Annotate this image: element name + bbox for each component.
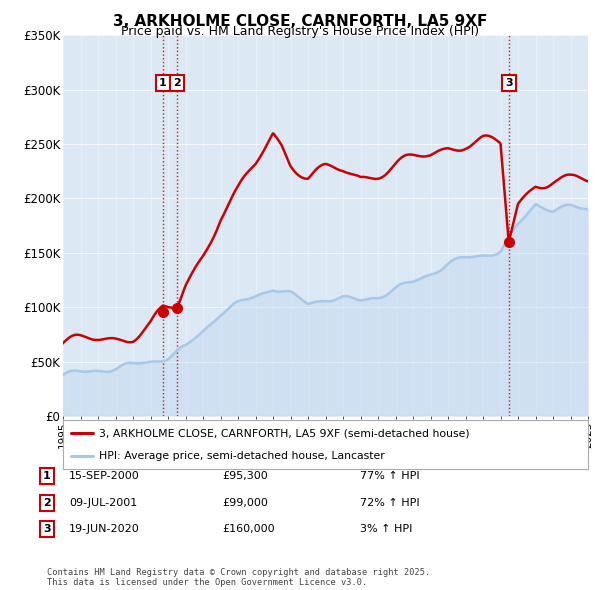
Text: 2: 2	[173, 78, 181, 88]
Text: HPI: Average price, semi-detached house, Lancaster: HPI: Average price, semi-detached house,…	[98, 451, 385, 461]
Text: 15-SEP-2000: 15-SEP-2000	[69, 471, 140, 481]
Text: 3, ARKHOLME CLOSE, CARNFORTH, LA5 9XF (semi-detached house): 3, ARKHOLME CLOSE, CARNFORTH, LA5 9XF (s…	[98, 428, 469, 438]
Text: Contains HM Land Registry data © Crown copyright and database right 2025.
This d: Contains HM Land Registry data © Crown c…	[47, 568, 430, 587]
Text: 1: 1	[159, 78, 167, 88]
Text: 77% ↑ HPI: 77% ↑ HPI	[360, 471, 419, 481]
Text: £95,300: £95,300	[222, 471, 268, 481]
Text: 3% ↑ HPI: 3% ↑ HPI	[360, 525, 412, 534]
Text: 09-JUL-2001: 09-JUL-2001	[69, 498, 137, 507]
Text: £160,000: £160,000	[222, 525, 275, 534]
Text: 3: 3	[505, 78, 512, 88]
Text: 19-JUN-2020: 19-JUN-2020	[69, 525, 140, 534]
Text: 1: 1	[43, 471, 50, 481]
Text: 2: 2	[43, 498, 50, 507]
Text: 72% ↑ HPI: 72% ↑ HPI	[360, 498, 419, 507]
Text: Price paid vs. HM Land Registry's House Price Index (HPI): Price paid vs. HM Land Registry's House …	[121, 25, 479, 38]
Text: 3, ARKHOLME CLOSE, CARNFORTH, LA5 9XF: 3, ARKHOLME CLOSE, CARNFORTH, LA5 9XF	[113, 14, 487, 28]
Text: 3: 3	[43, 525, 50, 534]
Text: £99,000: £99,000	[222, 498, 268, 507]
